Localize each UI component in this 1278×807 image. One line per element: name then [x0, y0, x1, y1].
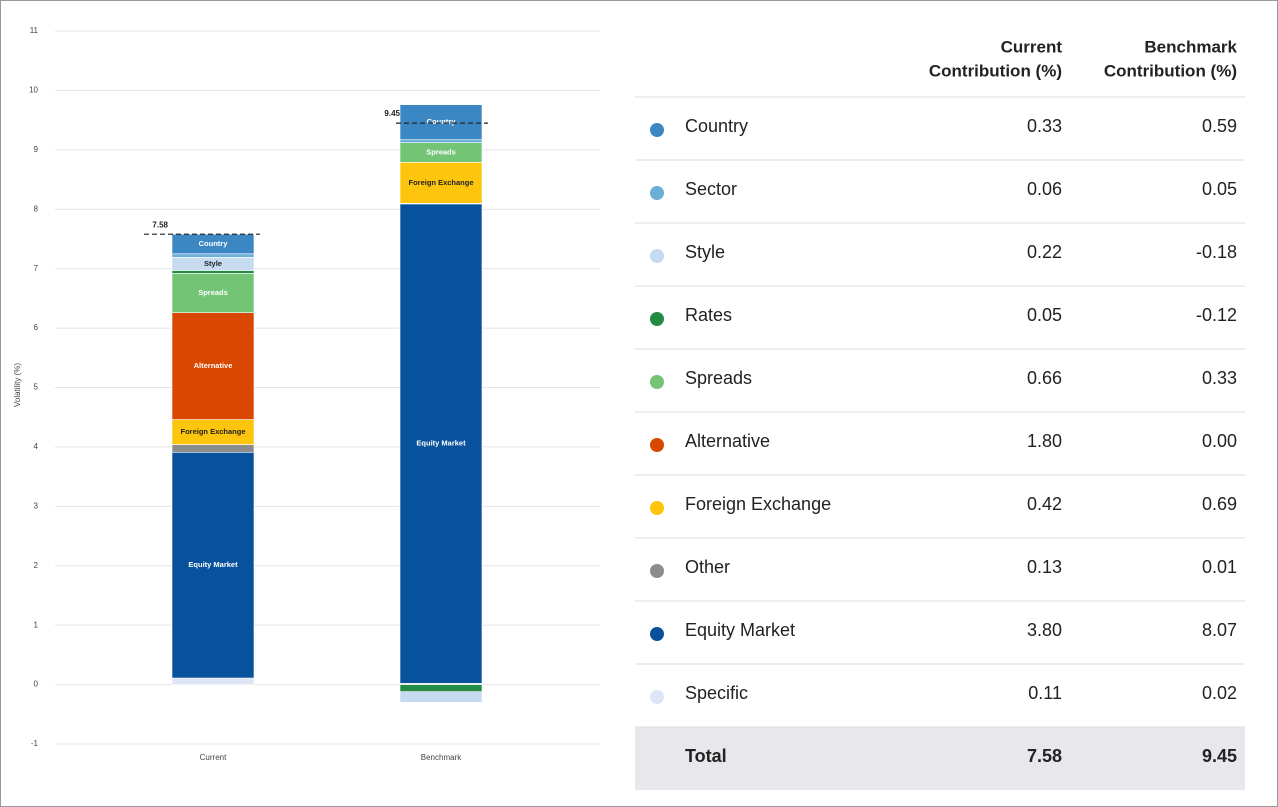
x-tick-label: Benchmark	[421, 753, 462, 762]
bar-segment	[171, 273, 255, 313]
y-tick-label: 7	[34, 264, 39, 273]
row-label: Spreads	[685, 368, 752, 388]
table-value: 0.00	[1202, 431, 1237, 451]
y-tick-label: 3	[34, 501, 39, 510]
table-value: 0.11	[1028, 683, 1062, 703]
total-row-label: Total	[685, 746, 727, 766]
segment-label: Foreign Exchange	[180, 427, 245, 436]
y-tick-label: 6	[34, 323, 39, 332]
y-tick-label: -1	[31, 739, 39, 748]
bar-segment	[399, 104, 483, 141]
segment-label: Foreign Exchange	[408, 178, 473, 187]
table-value: 8.07	[1202, 620, 1237, 640]
y-tick-label: 2	[34, 561, 39, 570]
row-label: Equity Market	[685, 620, 795, 640]
segment-label: Equity Market	[188, 560, 238, 569]
bar-segment	[171, 451, 255, 679]
legend-dot	[650, 564, 664, 578]
table-value: 3.80	[1027, 620, 1062, 640]
y-tick-label: 9	[34, 145, 39, 154]
legend-dot	[650, 690, 664, 704]
bar-segment	[171, 677, 255, 685]
legend-dot	[650, 249, 664, 263]
y-tick-label: 4	[34, 442, 39, 451]
legend-dot	[650, 186, 664, 200]
bar-segment	[399, 203, 483, 684]
table-header: Current	[1001, 37, 1063, 56]
bar-segment	[171, 270, 255, 274]
y-tick-label: 11	[30, 26, 39, 35]
y-tick-label: 10	[29, 86, 38, 95]
legend-dot	[650, 501, 664, 515]
table-value: -0.12	[1196, 305, 1237, 325]
legend-dot	[650, 627, 664, 641]
table-header: Contribution (%)	[929, 61, 1062, 80]
y-tick-label: 1	[34, 620, 39, 629]
segment-label: Style	[204, 259, 222, 268]
table-value: 0.66	[1027, 368, 1062, 388]
segment-label: Spreads	[426, 147, 456, 156]
table-value: 0.05	[1202, 179, 1237, 199]
total-label: 9.45	[384, 109, 400, 118]
bar-segment	[399, 684, 483, 693]
y-tick-label: 0	[34, 680, 39, 689]
table-value: 0.05	[1027, 305, 1062, 325]
total-value: 9.45	[1202, 746, 1237, 766]
bar-segment	[399, 139, 483, 144]
bar-segment	[171, 253, 255, 258]
table-value: 0.02	[1202, 683, 1237, 703]
y-tick-label: 5	[34, 383, 39, 392]
row-label: Other	[685, 557, 730, 577]
legend-dot	[650, 438, 664, 452]
row-label: Rates	[685, 305, 732, 325]
total-label: 7.58	[152, 220, 168, 229]
table-value: 0.59	[1202, 116, 1237, 136]
total-value: 7.58	[1027, 746, 1062, 766]
table-value: 0.33	[1202, 368, 1237, 388]
table-value: 0.22	[1027, 242, 1062, 262]
y-tick-label: 8	[34, 204, 39, 213]
x-tick-label: Current	[200, 753, 227, 762]
table-value: 0.06	[1027, 179, 1062, 199]
bar-segment	[171, 444, 255, 453]
row-label: Foreign Exchange	[685, 494, 831, 514]
y-axis-label: Volatility (%)	[13, 363, 22, 407]
segment-label: Country	[427, 117, 457, 126]
legend-dot	[650, 123, 664, 137]
row-label: Sector	[685, 179, 737, 199]
segment-label: Equity Market	[416, 439, 466, 448]
table-value: 0.42	[1027, 494, 1062, 514]
bar-segment	[171, 312, 255, 420]
table-value: 0.13	[1027, 557, 1062, 577]
table-value: 1.80	[1027, 431, 1062, 451]
segment-label: Spreads	[198, 288, 228, 297]
table-header: Benchmark	[1144, 37, 1237, 56]
table-value: 0.01	[1202, 557, 1237, 577]
legend-dot	[650, 312, 664, 326]
legend-dot	[650, 375, 664, 389]
row-label: Style	[685, 242, 725, 262]
bar-segment	[399, 691, 483, 703]
row-label: Country	[685, 116, 748, 136]
row-label: Alternative	[685, 431, 770, 451]
table-value: 0.69	[1202, 494, 1237, 514]
table-header: Contribution (%)	[1104, 61, 1237, 80]
segment-label: Country	[199, 239, 229, 248]
table-value: 0.33	[1027, 116, 1062, 136]
total-row-bg	[635, 727, 1245, 790]
bar-segment	[171, 419, 255, 445]
table-value: -0.18	[1196, 242, 1237, 262]
segment-label: Alternative	[194, 361, 233, 370]
row-label: Specific	[685, 683, 748, 703]
